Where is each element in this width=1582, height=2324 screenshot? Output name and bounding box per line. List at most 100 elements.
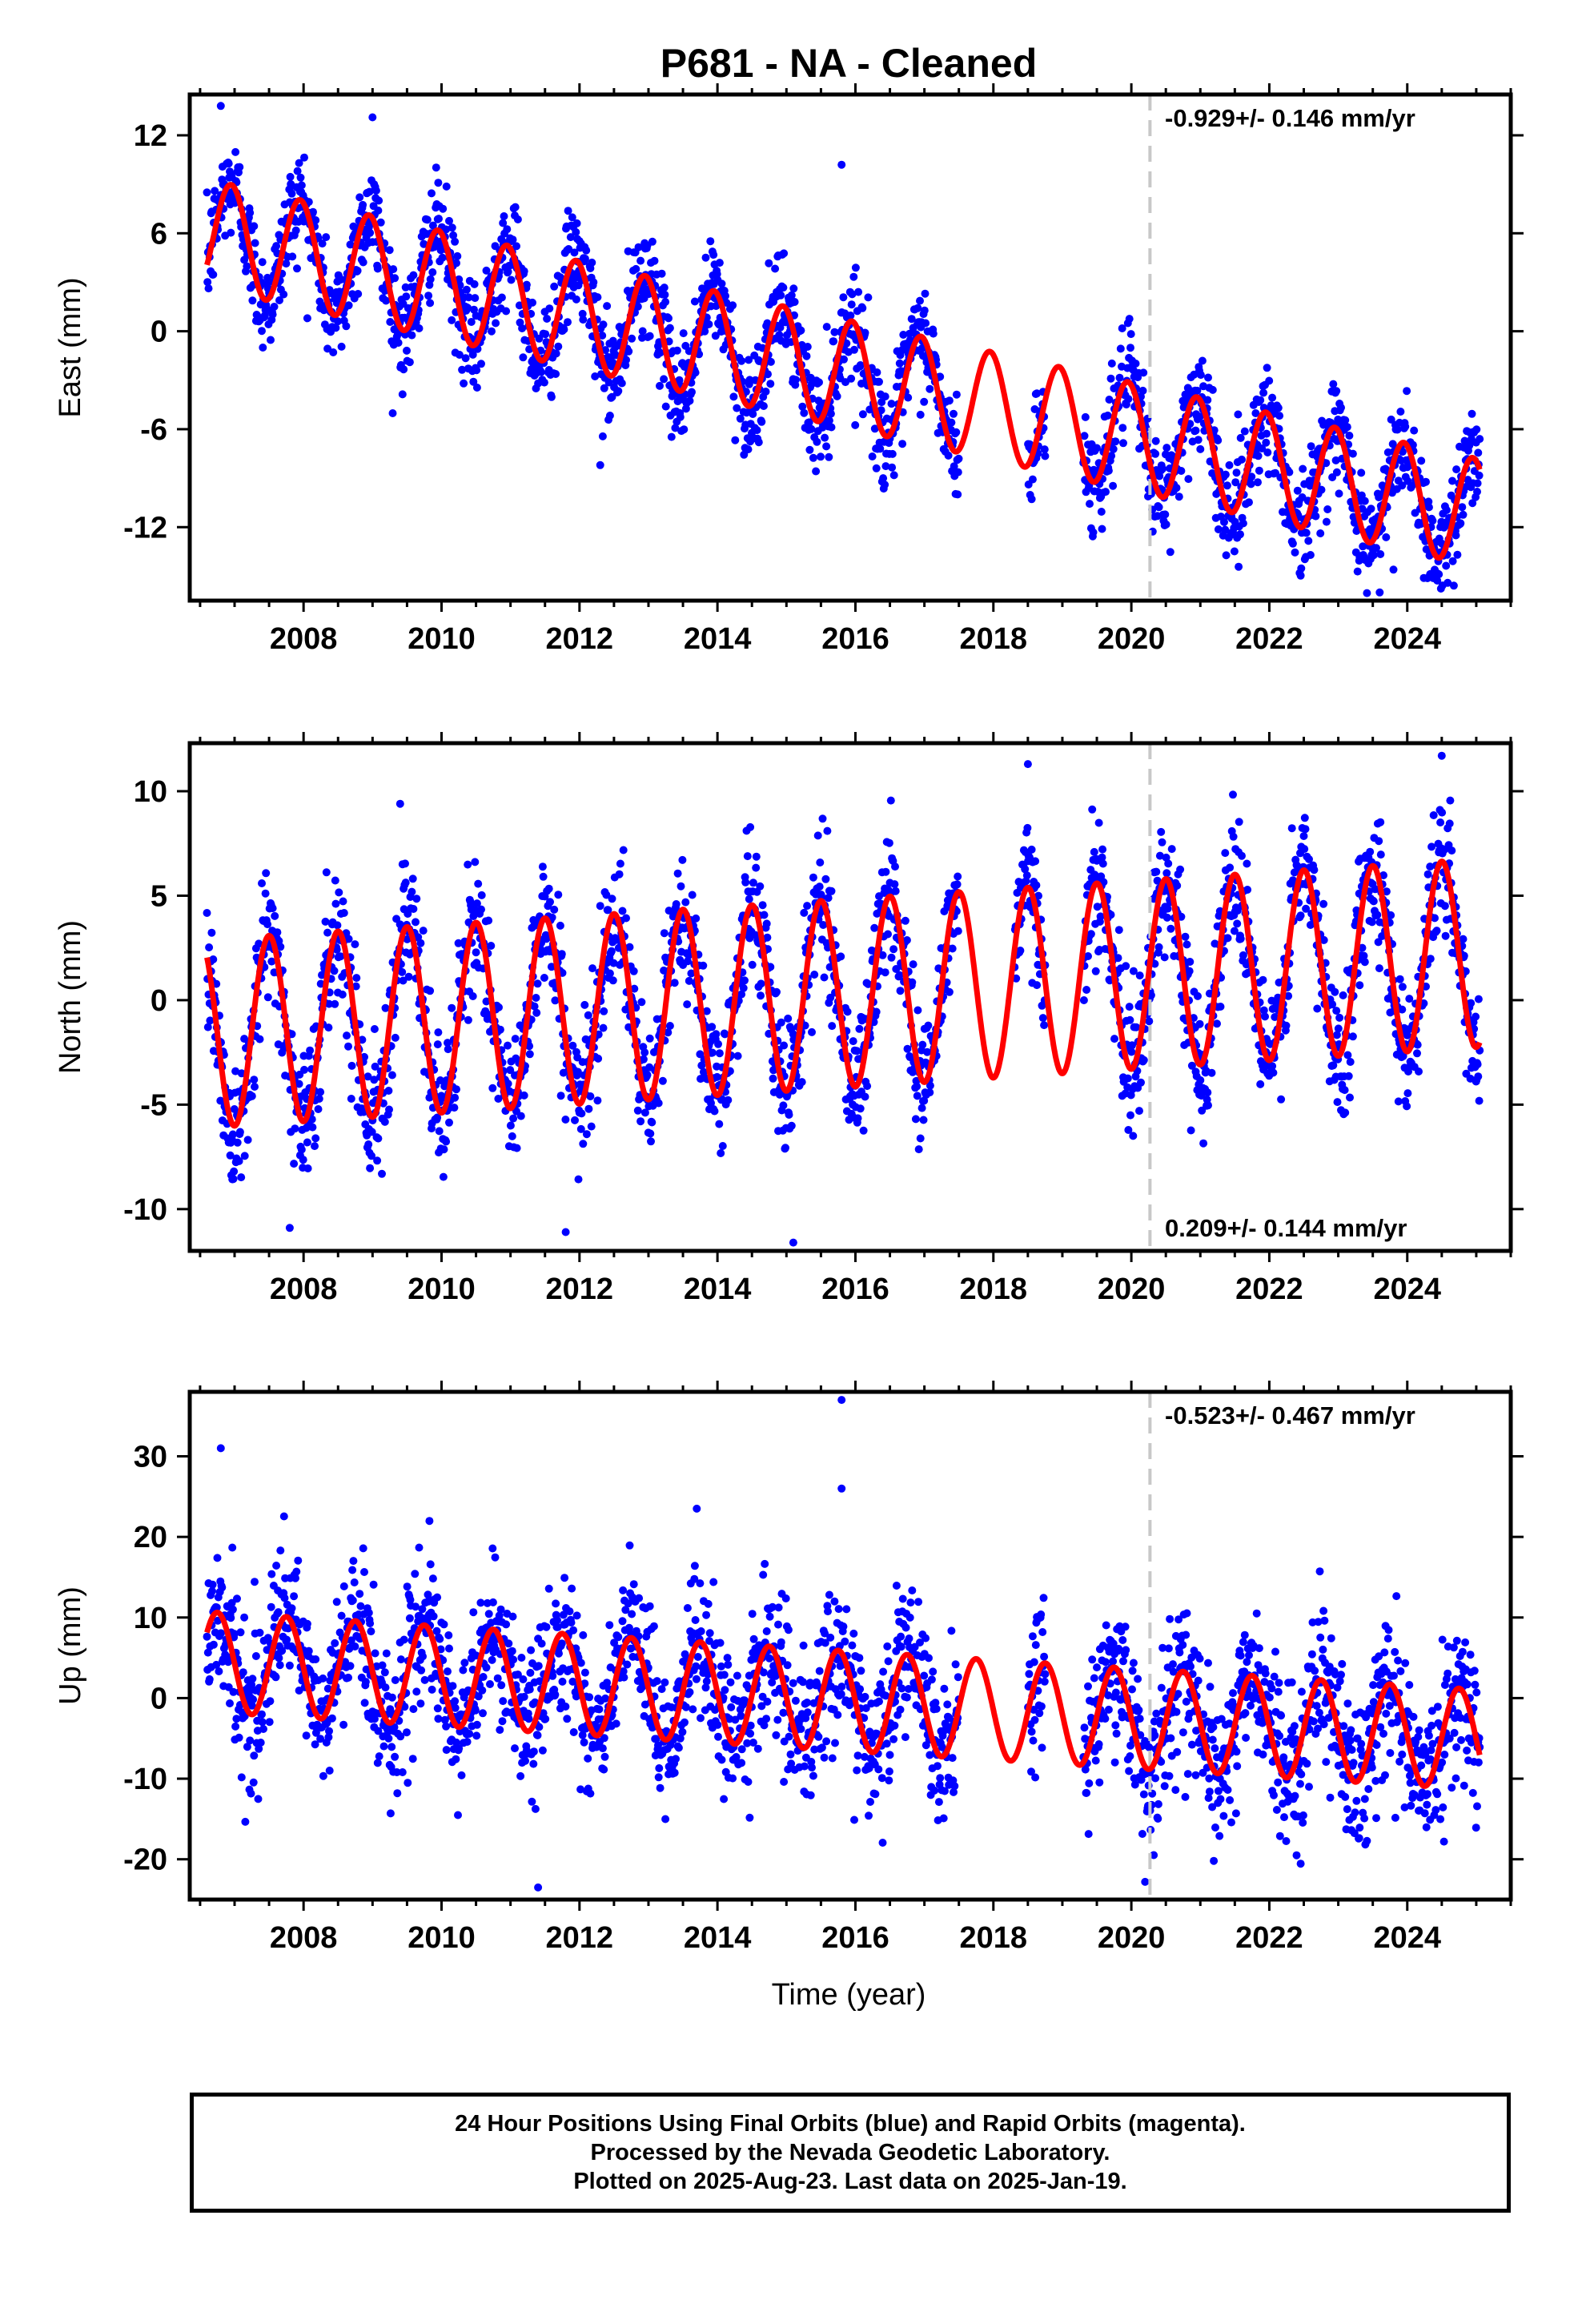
data-point (1428, 517, 1437, 525)
data-point (467, 318, 476, 326)
data-point (612, 351, 620, 360)
data-point (331, 999, 339, 1008)
data-point (1261, 1012, 1269, 1021)
data-point (752, 863, 761, 872)
data-point (608, 976, 617, 985)
data-point (858, 304, 867, 312)
data-point (1033, 389, 1042, 398)
data-point (554, 342, 563, 351)
data-point (342, 322, 351, 331)
data-point (1126, 1111, 1134, 1120)
data-point (916, 1134, 925, 1143)
data-point (275, 296, 283, 304)
data-point (572, 227, 580, 236)
data-point (815, 378, 823, 387)
data-point (847, 300, 856, 309)
data-point (1196, 1076, 1205, 1084)
data-point (235, 163, 244, 171)
data-point (749, 879, 757, 887)
data-point (827, 887, 836, 895)
data-point (560, 325, 568, 334)
data-point (322, 233, 331, 242)
data-point (661, 291, 669, 299)
data-point (251, 1083, 259, 1091)
data-point (1360, 958, 1369, 967)
data-point (1031, 857, 1040, 866)
data-point (1174, 493, 1183, 501)
data-point (1422, 477, 1430, 486)
data-point (207, 928, 216, 937)
data-point (516, 1112, 525, 1120)
data-point (303, 314, 311, 323)
data-point (271, 911, 279, 920)
data-point (233, 1138, 242, 1147)
data-point (1080, 432, 1089, 440)
data-point (584, 1104, 593, 1113)
data-point (923, 1047, 932, 1056)
data-point (1104, 466, 1113, 475)
data-point (1022, 871, 1031, 880)
data-point (1106, 374, 1115, 383)
data-point (913, 304, 922, 312)
data-point (1203, 1088, 1212, 1097)
data-point (239, 1668, 247, 1677)
data-point (598, 432, 607, 440)
data-point (1388, 440, 1397, 448)
data-point (805, 418, 813, 427)
data-point (311, 1655, 320, 1663)
y-axis-label: East (mm) (54, 277, 87, 417)
data-point (599, 1023, 608, 1032)
data-point (426, 299, 435, 308)
data-point (1274, 404, 1283, 412)
x-tick-label: 2012 (546, 1273, 614, 1306)
data-point (919, 1116, 928, 1124)
data-point (809, 873, 817, 882)
data-point (586, 1092, 595, 1100)
data-point (1341, 1108, 1350, 1117)
data-point (304, 1647, 313, 1655)
data-point (773, 987, 781, 996)
data-point (1275, 412, 1284, 420)
data-point (1473, 488, 1481, 496)
data-point (847, 374, 856, 383)
data-point (398, 967, 407, 976)
data-point (936, 372, 945, 381)
data-point (426, 275, 435, 283)
data-point (1442, 506, 1451, 514)
data-point (469, 377, 478, 386)
data-point (1285, 468, 1294, 476)
data-point (295, 159, 303, 167)
data-point (464, 860, 472, 869)
data-point (243, 262, 251, 271)
data-point (533, 979, 542, 988)
data-point (445, 216, 453, 225)
data-point (408, 331, 416, 340)
data-point (640, 1108, 649, 1117)
data-point (1405, 995, 1414, 1003)
data-point (470, 279, 479, 288)
data-point (1341, 416, 1350, 424)
data-point (582, 1130, 591, 1139)
data-point (231, 147, 240, 156)
data-point (578, 309, 587, 318)
data-point (278, 1048, 287, 1057)
data-point (676, 412, 685, 421)
data-point (625, 943, 634, 951)
data-point (1111, 437, 1120, 446)
data-point (1475, 471, 1484, 480)
data-point (471, 858, 480, 866)
data-point (737, 356, 746, 365)
data-point (270, 303, 279, 311)
data-point (291, 1124, 299, 1133)
data-point (887, 400, 896, 408)
data-point (1299, 832, 1308, 840)
data-point (382, 296, 391, 305)
data-point (551, 996, 560, 1005)
data-point (464, 1015, 472, 1024)
data-point (904, 393, 913, 402)
data-point (712, 302, 721, 311)
data-point (584, 1011, 592, 1019)
data-point (688, 388, 696, 396)
data-point (741, 878, 750, 887)
data-point (504, 1080, 512, 1088)
